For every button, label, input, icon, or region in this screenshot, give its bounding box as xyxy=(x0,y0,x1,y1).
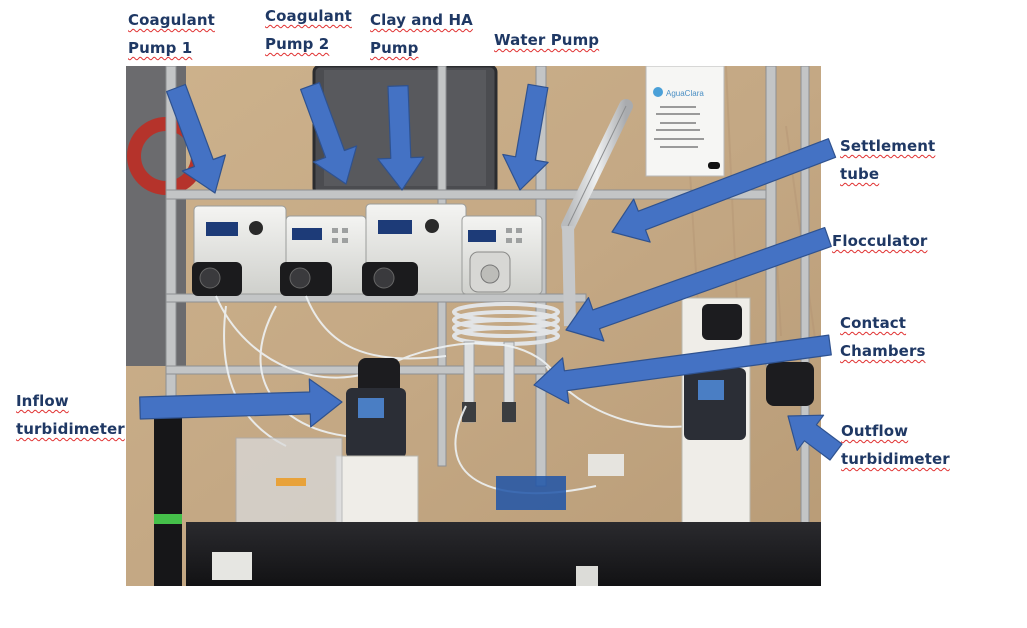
inflow-turbidimeter-device xyxy=(335,358,419,537)
aguaclara-sign: AguaClara xyxy=(645,66,725,177)
pump-1 xyxy=(192,205,287,296)
lab-bench xyxy=(186,522,821,586)
pump-4 xyxy=(461,215,543,295)
left-wall-area xyxy=(126,66,186,366)
sign-brand-text: AguaClara xyxy=(666,89,704,98)
pump-3 xyxy=(362,203,467,296)
label-inflow-turbidimeter: Inflow turbidimeter xyxy=(16,392,125,438)
label-flocculator: Flocculator xyxy=(832,232,928,250)
label-outflow-turbidimeter: Outflow turbidimeter xyxy=(841,422,950,468)
label-settlement-tube: Settlement tube xyxy=(840,137,936,183)
lab-apparatus-photo: AguaClara xyxy=(126,66,821,586)
label-clay-ha-pump: Clay and HA Pump xyxy=(370,11,473,57)
contact-chambers xyxy=(462,341,516,423)
pump-2 xyxy=(280,215,367,296)
label-contact-chambers: Contact Chambers xyxy=(840,314,926,360)
label-coagulant-pump-2: Coagulant Pump 2 xyxy=(265,7,352,53)
left-cylinder xyxy=(154,406,182,586)
label-water-pump: Water Pump xyxy=(494,31,600,49)
flocculator-coil xyxy=(452,302,560,346)
label-coagulant-pump-1: Coagulant Pump 1 xyxy=(128,11,215,57)
